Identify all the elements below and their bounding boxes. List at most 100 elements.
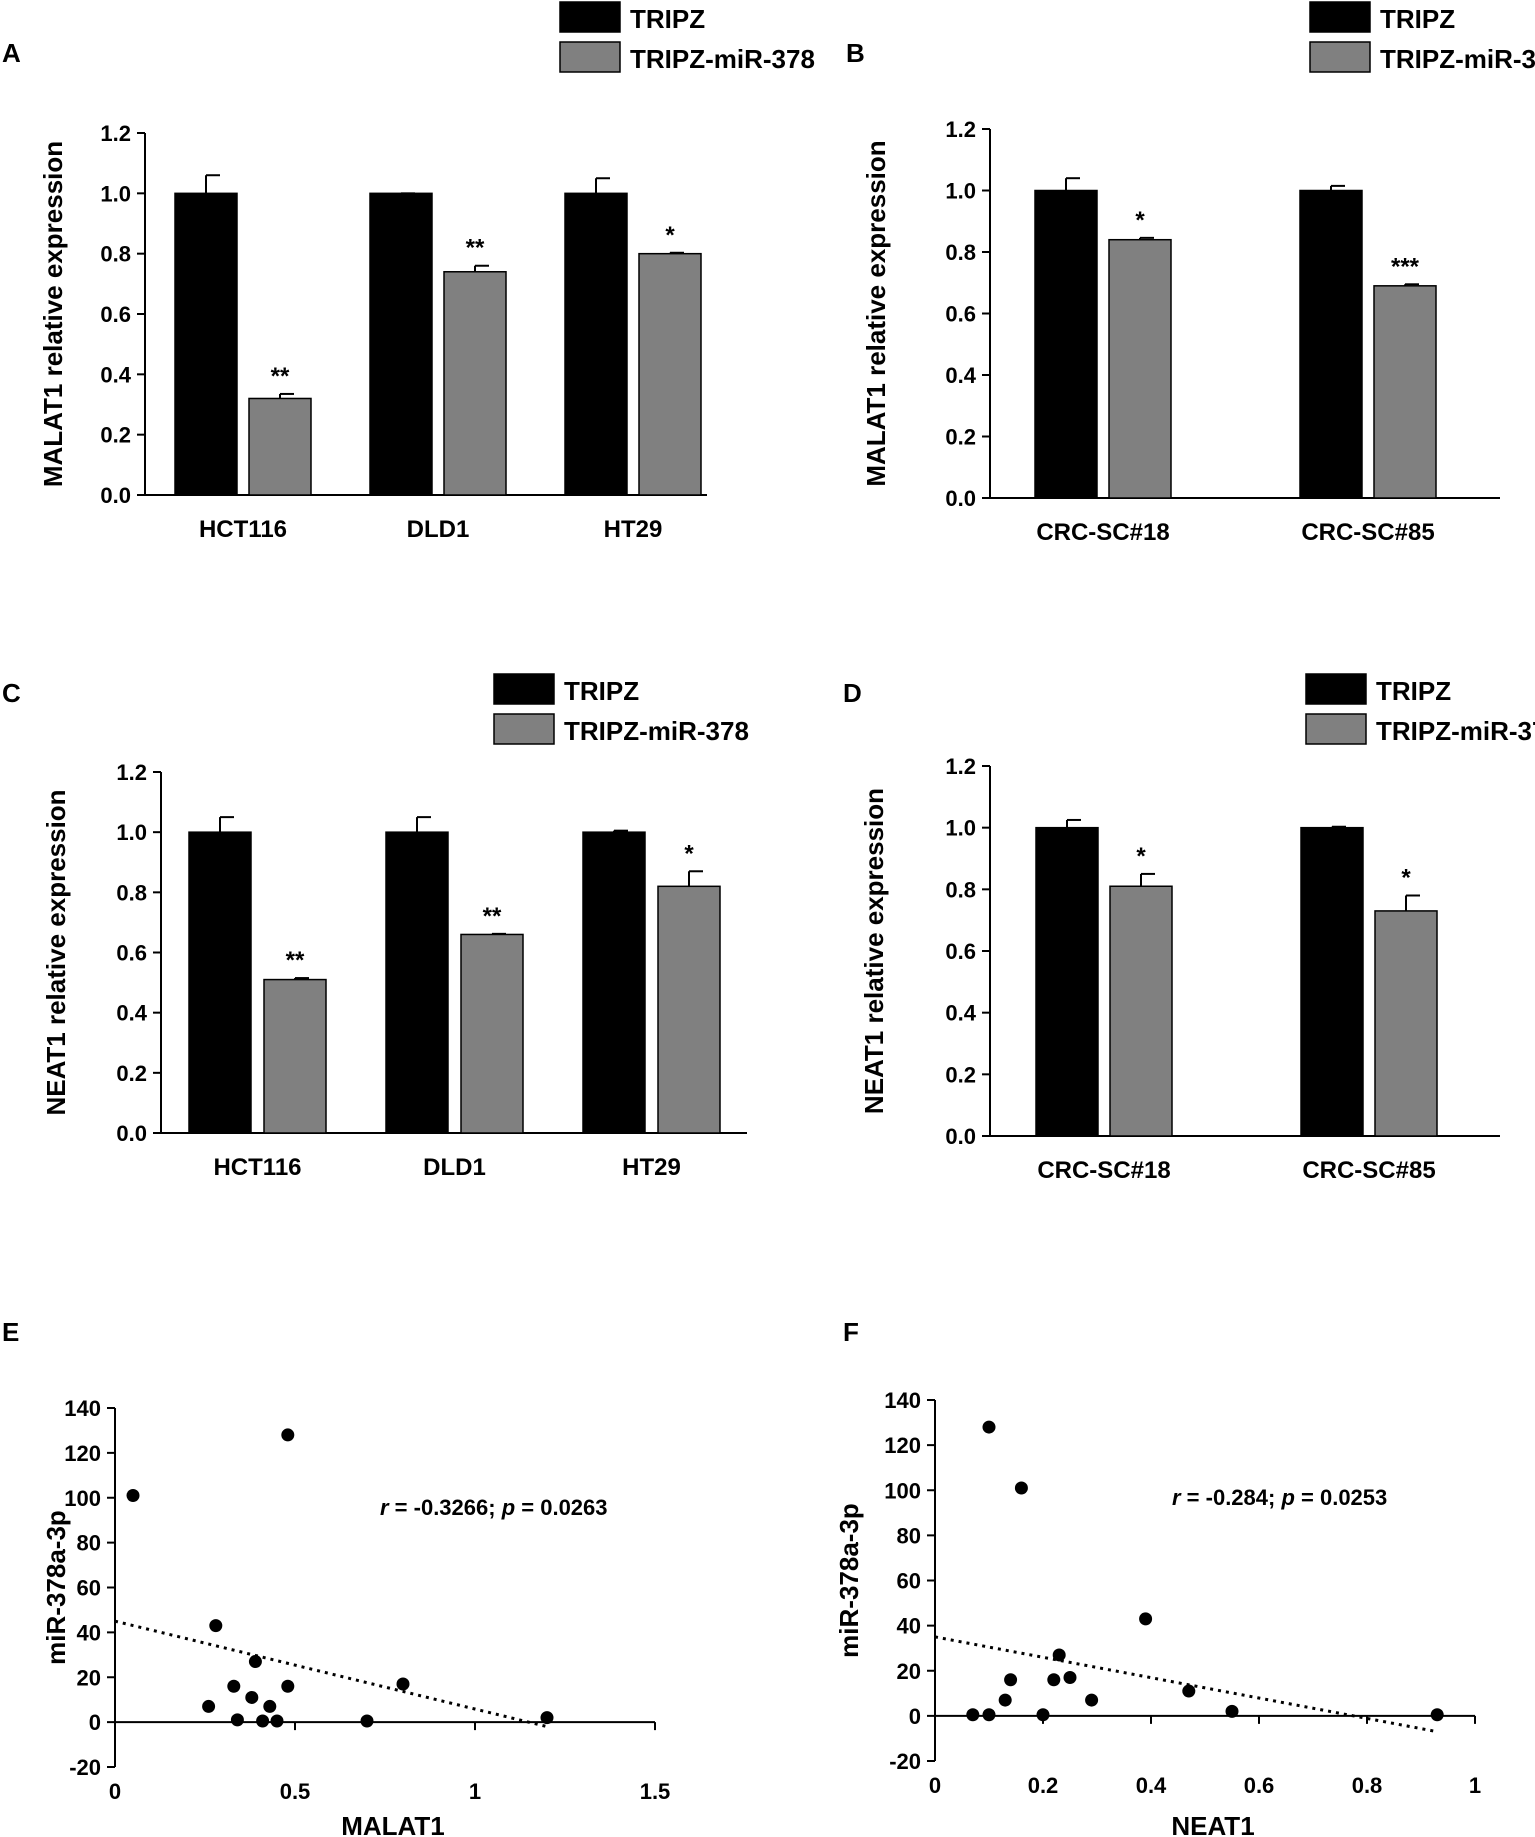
stat-symbol: p (501, 1495, 515, 1520)
panel-label: B (846, 38, 865, 68)
panel-a: A TRIPZ TRIPZ-miR-378 0.0 0.2 0.4 0.6 0.8 1.0 1.2… (2, 1, 815, 543)
stat-symbol: r (380, 1495, 390, 1520)
y-tick-label: 0.8 (945, 877, 976, 902)
y-tick-label: 0.8 (945, 240, 976, 265)
bar (564, 192, 628, 496)
y-tick-label: 0.4 (945, 363, 976, 388)
trendline (934, 1635, 1438, 1734)
data-point (248, 1655, 262, 1669)
significance-label: * (1401, 865, 1411, 892)
data-point (230, 1713, 244, 1727)
bar (443, 271, 507, 496)
y-tick-label: 0.6 (945, 302, 976, 327)
x-category-label: CRC-SC#18 (1036, 519, 1169, 546)
bar (1373, 285, 1437, 499)
significance-label: ** (271, 363, 290, 390)
data-point (1225, 1704, 1239, 1718)
axes: -20 0 20 40 60 80 100 120 140 0 0.2 0.4 0.6 0.8 1 (884, 1388, 1481, 1798)
bar (263, 978, 327, 1134)
data-point (1052, 1648, 1066, 1662)
stat-value: = -0.284; (1181, 1485, 1282, 1510)
y-tick-label: 0.2 (116, 1061, 147, 1086)
y-tick-label: 1.2 (100, 121, 131, 146)
x-tick-label: 0.5 (280, 1779, 311, 1804)
significance-label: ** (286, 947, 305, 974)
legend-swatch (559, 41, 621, 73)
x-category-label: DLD1 (407, 516, 470, 543)
x-category-label: HCT116 (213, 1154, 301, 1181)
y-tick-label: 0 (909, 1704, 921, 1729)
data-point (1063, 1671, 1077, 1685)
data-point (1139, 1612, 1153, 1626)
stat-value: = 0.0253 (1295, 1485, 1387, 1510)
legend-label: TRIPZ (564, 676, 639, 706)
data-point (1085, 1693, 1099, 1707)
panel-d: D TRIPZ TRIPZ-miR-378 0.0 0.2 0.4 0.6 0.8 1.0 1.2… (843, 673, 1535, 1184)
x-tick-label: 0.6 (1244, 1773, 1275, 1798)
y-tick-label: 1.0 (116, 820, 147, 845)
legend-swatch (1305, 713, 1367, 745)
legend-label: TRIPZ-miR-378 (630, 44, 815, 74)
legend-label: TRIPZ (630, 4, 705, 34)
data-point (281, 1428, 295, 1442)
x-category-label: CRC-SC#18 (1037, 1157, 1170, 1184)
significance-label: * (1136, 843, 1146, 870)
legend: TRIPZ TRIPZ-miR-378 (559, 1, 815, 74)
y-tick-label: -20 (69, 1755, 101, 1780)
y-tick-label: 0.0 (100, 483, 131, 508)
data-point (126, 1489, 140, 1503)
legend-label: TRIPZ (1380, 4, 1455, 34)
panel-label: C (2, 678, 21, 708)
x-tick-label: 0.2 (1028, 1773, 1059, 1798)
x-tick-label: 0 (929, 1773, 941, 1798)
significance-label: * (684, 840, 694, 867)
y-tick-label: 1.0 (100, 181, 131, 206)
legend: TRIPZ TRIPZ-miR-378 (1309, 1, 1535, 74)
bar (582, 831, 646, 1134)
bar (1300, 826, 1364, 1137)
bar (1108, 238, 1172, 499)
y-tick-label: 60 (897, 1569, 921, 1594)
bar (369, 192, 433, 496)
data-point (1004, 1673, 1018, 1687)
data-point (263, 1699, 277, 1713)
y-axis-title: NEAT1 relative expression (41, 789, 71, 1115)
y-tick-label: 0.8 (100, 242, 131, 267)
legend: TRIPZ TRIPZ-miR-378 (493, 673, 749, 746)
panel-c: C TRIPZ TRIPZ-miR-378 0.0 0.2 0.4 0.6 0.8 1.0 1.2… (2, 673, 749, 1181)
x-category-label: HCT116 (199, 516, 287, 543)
y-tick-label: 1.0 (945, 816, 976, 841)
y-axis-title: NEAT1 relative expression (859, 788, 889, 1114)
data-point (227, 1679, 241, 1693)
significance-label: *** (1391, 253, 1420, 280)
significance-label: ** (466, 235, 485, 262)
y-tick-label: 0.2 (945, 425, 976, 450)
data-point (966, 1708, 980, 1722)
y-tick-label: 0.2 (945, 1062, 976, 1087)
data-point (256, 1714, 270, 1728)
bar (248, 397, 312, 496)
y-tick-label: 0.2 (100, 423, 131, 448)
y-tick-label: 140 (884, 1388, 921, 1413)
data-point (982, 1708, 996, 1722)
data-point (1182, 1684, 1196, 1698)
y-tick-label: 20 (897, 1659, 921, 1684)
y-tick-label: 0.0 (116, 1121, 147, 1146)
panel-label: D (843, 678, 862, 708)
panel-label: A (2, 38, 21, 68)
data-point (1047, 1673, 1061, 1687)
data-point (360, 1714, 374, 1728)
y-axis: 0.0 0.2 0.4 0.6 0.8 1.0 1.2 (945, 117, 991, 511)
y-tick-label: 40 (897, 1614, 921, 1639)
legend-swatch (493, 713, 555, 745)
y-axis: 0.0 0.2 0.4 0.6 0.8 1.0 1.2 (945, 754, 991, 1149)
y-tick-label: 0.6 (116, 941, 147, 966)
correlation-annotation: r = -0.3266; p = 0.0263 (380, 1495, 608, 1520)
x-tick-label: 1.5 (640, 1779, 671, 1804)
y-tick-label: 0.0 (945, 486, 976, 511)
data-point (396, 1677, 410, 1691)
legend-swatch (1309, 41, 1371, 73)
x-category-label: HT29 (604, 516, 663, 543)
y-tick-label: 0.8 (116, 880, 147, 905)
panel-label: F (843, 1317, 859, 1347)
